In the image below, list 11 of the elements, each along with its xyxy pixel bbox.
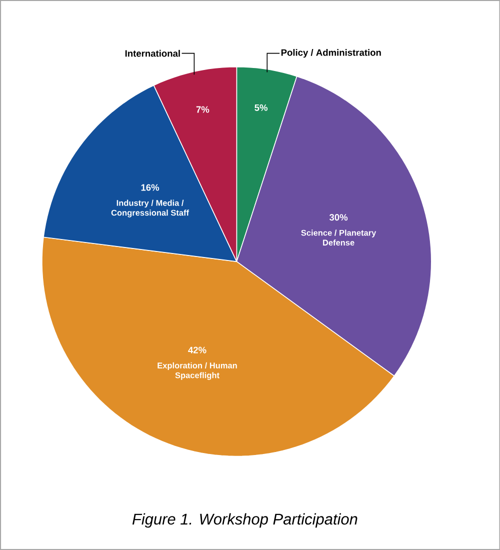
data-label: 30% [329, 214, 348, 221]
slice-label: Exploration / Human Spaceflight [158, 362, 237, 380]
slice-label: Science / Planetary Defense [301, 230, 376, 246]
data-label: 7% [196, 106, 210, 113]
slice-label: International [125, 50, 180, 57]
slice-label: Industry / Media / Congressional Staff [111, 200, 189, 218]
data-label: 16% [141, 184, 159, 191]
data-label: 5% [254, 104, 268, 111]
data-label: 42% [188, 346, 206, 354]
slice-label: Policy / Administration [281, 49, 381, 58]
text: Figure 1. Workshop Participation [132, 513, 358, 528]
